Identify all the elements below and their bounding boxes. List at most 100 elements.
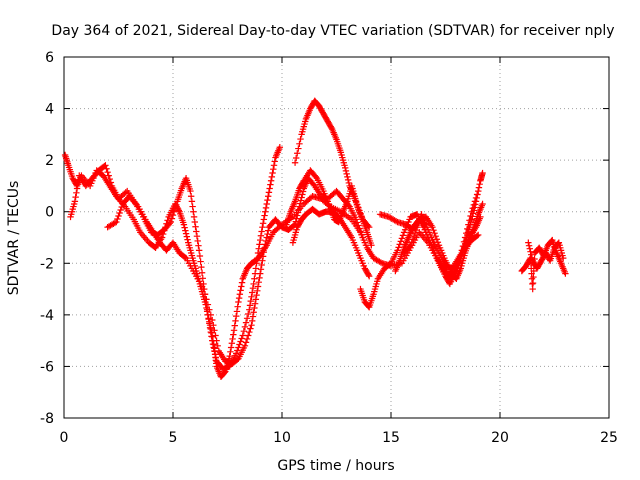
data-point [529, 279, 537, 287]
data-series-t12 [525, 239, 567, 272]
data-point [182, 227, 189, 234]
data-point [392, 217, 400, 225]
data-point [411, 230, 419, 237]
data-point [479, 169, 486, 177]
data-point [468, 216, 475, 223]
data-point [476, 181, 483, 188]
data-point [344, 173, 351, 181]
data-point [173, 201, 180, 209]
data-point [192, 223, 199, 230]
data-point [264, 230, 271, 238]
data-series-t5 [291, 97, 375, 249]
data-point [527, 248, 534, 255]
x-tick-label: 25 [600, 430, 618, 446]
data-point [71, 198, 79, 205]
data-point [104, 168, 111, 176]
data-point [233, 350, 240, 357]
data-point [188, 198, 196, 205]
data-point [399, 232, 407, 239]
data-point [525, 239, 532, 246]
data-point [248, 293, 255, 301]
data-point [190, 208, 197, 215]
y-tick-label: -8 [40, 411, 54, 427]
y-tick-label: 0 [45, 205, 54, 221]
data-point [249, 317, 256, 325]
data-point [207, 311, 214, 319]
data-point [250, 309, 257, 316]
data-point [184, 236, 191, 243]
data-point [267, 181, 274, 188]
data-point [368, 242, 375, 249]
data-point [195, 247, 203, 254]
data-point [366, 272, 373, 280]
data-point [103, 165, 110, 172]
x-tick-label: 0 [60, 430, 69, 446]
data-point [118, 203, 125, 211]
data-point [269, 169, 276, 177]
data-point [473, 194, 480, 202]
data-point [526, 245, 533, 252]
data-point [183, 233, 191, 240]
data-point [530, 267, 537, 275]
data-point [295, 145, 302, 152]
data-point [352, 216, 360, 223]
data-point [245, 332, 252, 339]
data-point [211, 351, 219, 358]
data-point [170, 208, 178, 215]
plot-frame [63, 56, 610, 419]
data-point [193, 233, 201, 240]
data-point [106, 175, 113, 183]
data-point [245, 310, 252, 318]
data-point [525, 242, 533, 249]
data-point [356, 225, 363, 232]
data-point [204, 301, 212, 308]
data-point [530, 273, 537, 281]
data-point [259, 253, 267, 260]
data-point [240, 327, 248, 335]
data-point [529, 285, 536, 293]
data-point [181, 224, 188, 231]
data-point [249, 285, 257, 292]
data-point [261, 212, 268, 219]
data-point [182, 230, 190, 237]
data-point [265, 189, 273, 196]
data-point [562, 270, 569, 277]
x-tick-label: 10 [273, 430, 291, 446]
data-point [472, 198, 480, 205]
data-point [168, 215, 176, 222]
data-point [474, 191, 481, 198]
data-point [355, 222, 362, 229]
data-point [252, 265, 260, 272]
data-point [210, 344, 217, 351]
data-point [258, 228, 265, 235]
data-point [258, 261, 265, 269]
data-point [207, 328, 214, 336]
data-point [181, 254, 189, 261]
data-point [209, 316, 216, 324]
data-point [231, 322, 238, 329]
data-point [296, 203, 303, 210]
data-point [235, 294, 243, 302]
data-point [205, 315, 212, 323]
data-point [366, 223, 373, 231]
y-tick-label: 4 [45, 102, 54, 118]
data-point [421, 223, 428, 230]
data-point [248, 321, 255, 329]
data-point [116, 209, 123, 217]
data-point [365, 303, 372, 310]
x-axis-label: GPS time / hours [277, 458, 394, 474]
data-point [247, 325, 254, 332]
data-point [430, 226, 437, 234]
data-point [236, 291, 244, 298]
data-point [115, 212, 122, 220]
data-point [230, 327, 238, 334]
data-point [247, 297, 254, 305]
data-point [253, 291, 260, 299]
data-point [237, 287, 244, 294]
data-point [250, 280, 257, 288]
data-point [242, 339, 250, 346]
data-point [241, 323, 249, 331]
data-point [158, 234, 166, 241]
data-point [342, 167, 350, 175]
